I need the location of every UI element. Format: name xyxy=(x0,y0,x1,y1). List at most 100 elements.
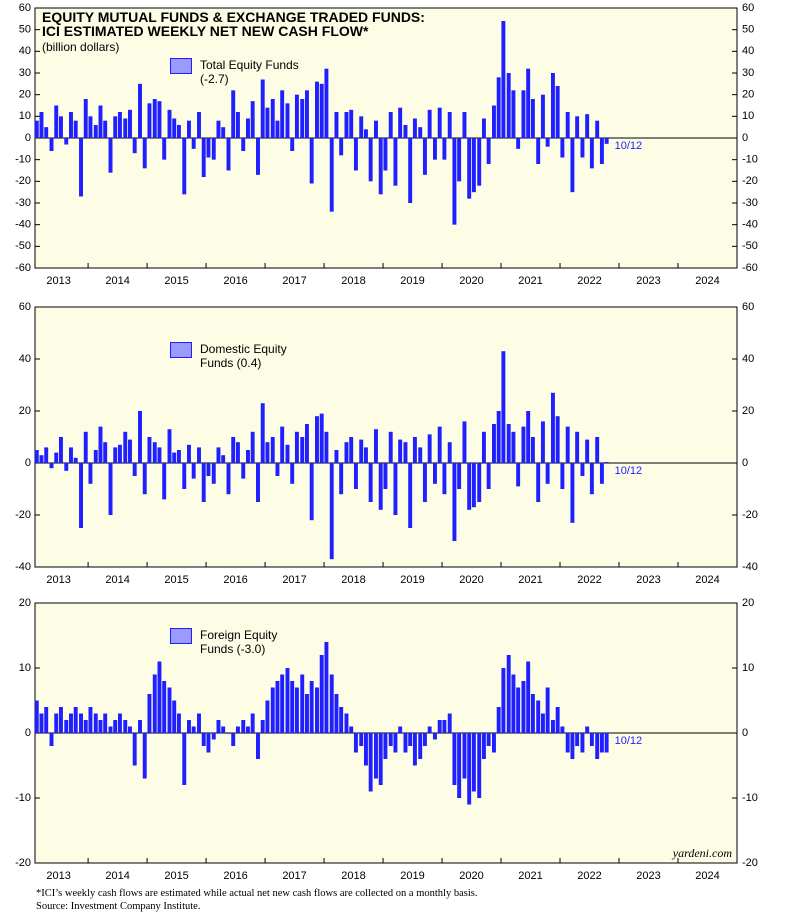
bar xyxy=(231,437,236,463)
bar xyxy=(359,116,364,138)
y-tick-label: -10 xyxy=(742,154,758,166)
bar xyxy=(565,112,570,138)
x-tick-label: 2015 xyxy=(164,574,188,586)
bar xyxy=(245,118,250,138)
bar xyxy=(256,138,260,175)
y-tick-label: -50 xyxy=(742,240,758,252)
bar xyxy=(138,411,142,463)
bar xyxy=(113,116,118,138)
bar xyxy=(93,713,98,733)
y-tick-label: 0 xyxy=(742,727,748,739)
x-tick-label: 2020 xyxy=(459,574,483,586)
bar xyxy=(462,112,467,138)
y-tick-label: -40 xyxy=(742,561,758,573)
bar xyxy=(565,733,570,753)
bar xyxy=(442,720,447,733)
bar xyxy=(403,125,408,138)
bar xyxy=(550,73,555,138)
x-tick-label: 2024 xyxy=(695,574,719,586)
bar xyxy=(152,99,157,138)
y-tick-label: 40 xyxy=(742,353,754,365)
bar xyxy=(241,463,246,479)
bar xyxy=(231,733,236,746)
units: (billion dollars) xyxy=(42,40,120,54)
bar xyxy=(545,138,550,147)
bar xyxy=(481,733,486,759)
bar xyxy=(176,450,181,463)
bar xyxy=(496,411,501,463)
bar xyxy=(98,105,103,138)
bar xyxy=(172,452,177,463)
bar xyxy=(256,733,260,759)
bar xyxy=(245,726,250,733)
y-tick-label: -20 xyxy=(742,175,758,187)
bar xyxy=(580,138,585,158)
bar xyxy=(452,733,457,785)
bar xyxy=(511,431,516,463)
bar xyxy=(344,112,349,138)
y-tick-label: 20 xyxy=(19,405,31,417)
bar xyxy=(187,720,191,733)
bar xyxy=(241,720,246,733)
bar xyxy=(285,444,290,463)
bar xyxy=(54,452,59,463)
bar xyxy=(123,720,128,733)
bar xyxy=(353,733,358,753)
bar xyxy=(467,733,472,805)
bar xyxy=(73,707,78,733)
bar xyxy=(471,463,476,508)
bar xyxy=(521,681,526,733)
bar xyxy=(49,733,54,746)
legend-swatch xyxy=(170,628,192,644)
bar xyxy=(83,99,88,138)
bar xyxy=(555,86,560,138)
bar xyxy=(221,726,226,733)
bar xyxy=(152,674,157,733)
bar xyxy=(73,120,78,138)
x-tick-label: 2019 xyxy=(400,574,424,586)
y-tick-label: 0 xyxy=(742,132,748,144)
y-tick-label: 10 xyxy=(742,110,754,122)
bar xyxy=(64,463,69,471)
bar xyxy=(147,437,152,463)
y-tick-label: 0 xyxy=(742,457,748,469)
bar xyxy=(280,674,285,733)
bar xyxy=(290,138,295,151)
bar xyxy=(138,83,142,138)
bar xyxy=(422,138,427,175)
bar xyxy=(187,444,191,463)
bar xyxy=(506,73,511,138)
source: Source: Investment Company Institute. xyxy=(36,901,201,912)
bar xyxy=(142,733,147,779)
bar xyxy=(334,694,339,733)
bar xyxy=(501,668,506,733)
y-tick-label: -20 xyxy=(742,509,758,521)
bar xyxy=(398,439,403,463)
bar xyxy=(128,726,132,733)
x-tick-label: 2015 xyxy=(164,870,188,882)
credit: yardeni.com xyxy=(672,846,733,860)
bar xyxy=(108,726,113,733)
bar xyxy=(334,450,339,463)
bar xyxy=(221,127,226,138)
bar xyxy=(197,713,201,733)
bar xyxy=(471,733,476,792)
y-tick-label: -20 xyxy=(15,857,31,869)
bar xyxy=(300,674,305,733)
bar xyxy=(477,463,482,502)
bar xyxy=(319,413,324,463)
bar xyxy=(344,442,349,463)
bar xyxy=(294,431,299,463)
bar xyxy=(167,687,172,733)
bar xyxy=(304,694,309,733)
bar xyxy=(447,713,452,733)
bar xyxy=(471,138,476,193)
x-tick-label: 2016 xyxy=(223,574,247,586)
bar xyxy=(393,463,398,515)
bar xyxy=(231,90,236,138)
bar xyxy=(403,442,408,463)
bar xyxy=(437,107,442,138)
bar xyxy=(398,107,403,138)
bar xyxy=(265,700,270,733)
bar xyxy=(275,681,280,733)
